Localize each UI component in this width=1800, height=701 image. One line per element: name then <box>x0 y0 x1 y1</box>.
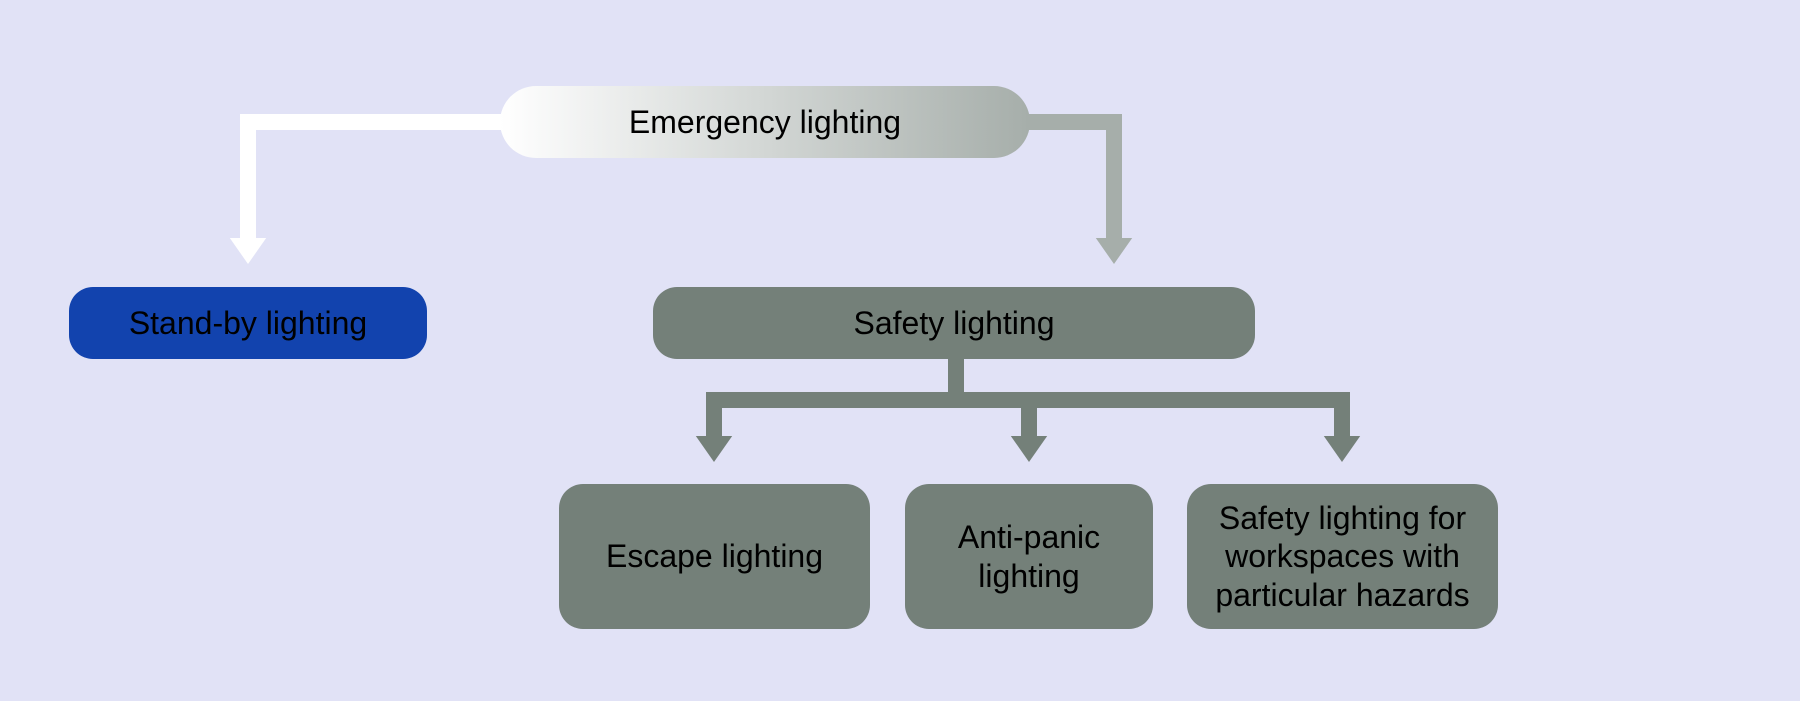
node-label: Safety lighting for workspaces with part… <box>1207 499 1478 614</box>
node-label: Stand-by lighting <box>129 304 367 342</box>
node-label: Safety lighting <box>853 304 1054 342</box>
node-antipanic-lighting: Anti-panic lighting <box>905 484 1153 629</box>
diagram-stage: Emergency lighting Stand-by lighting Saf… <box>0 0 1800 701</box>
node-hazards-lighting: Safety lighting for workspaces with part… <box>1187 484 1498 629</box>
node-label: Escape lighting <box>606 537 823 575</box>
node-label: Emergency lighting <box>629 103 901 141</box>
node-safety-lighting: Safety lighting <box>653 287 1255 359</box>
node-escape-lighting: Escape lighting <box>559 484 870 629</box>
node-standby-lighting: Stand-by lighting <box>69 287 427 359</box>
node-emergency-lighting: Emergency lighting <box>500 86 1030 158</box>
node-label: Anti-panic lighting <box>925 518 1133 595</box>
